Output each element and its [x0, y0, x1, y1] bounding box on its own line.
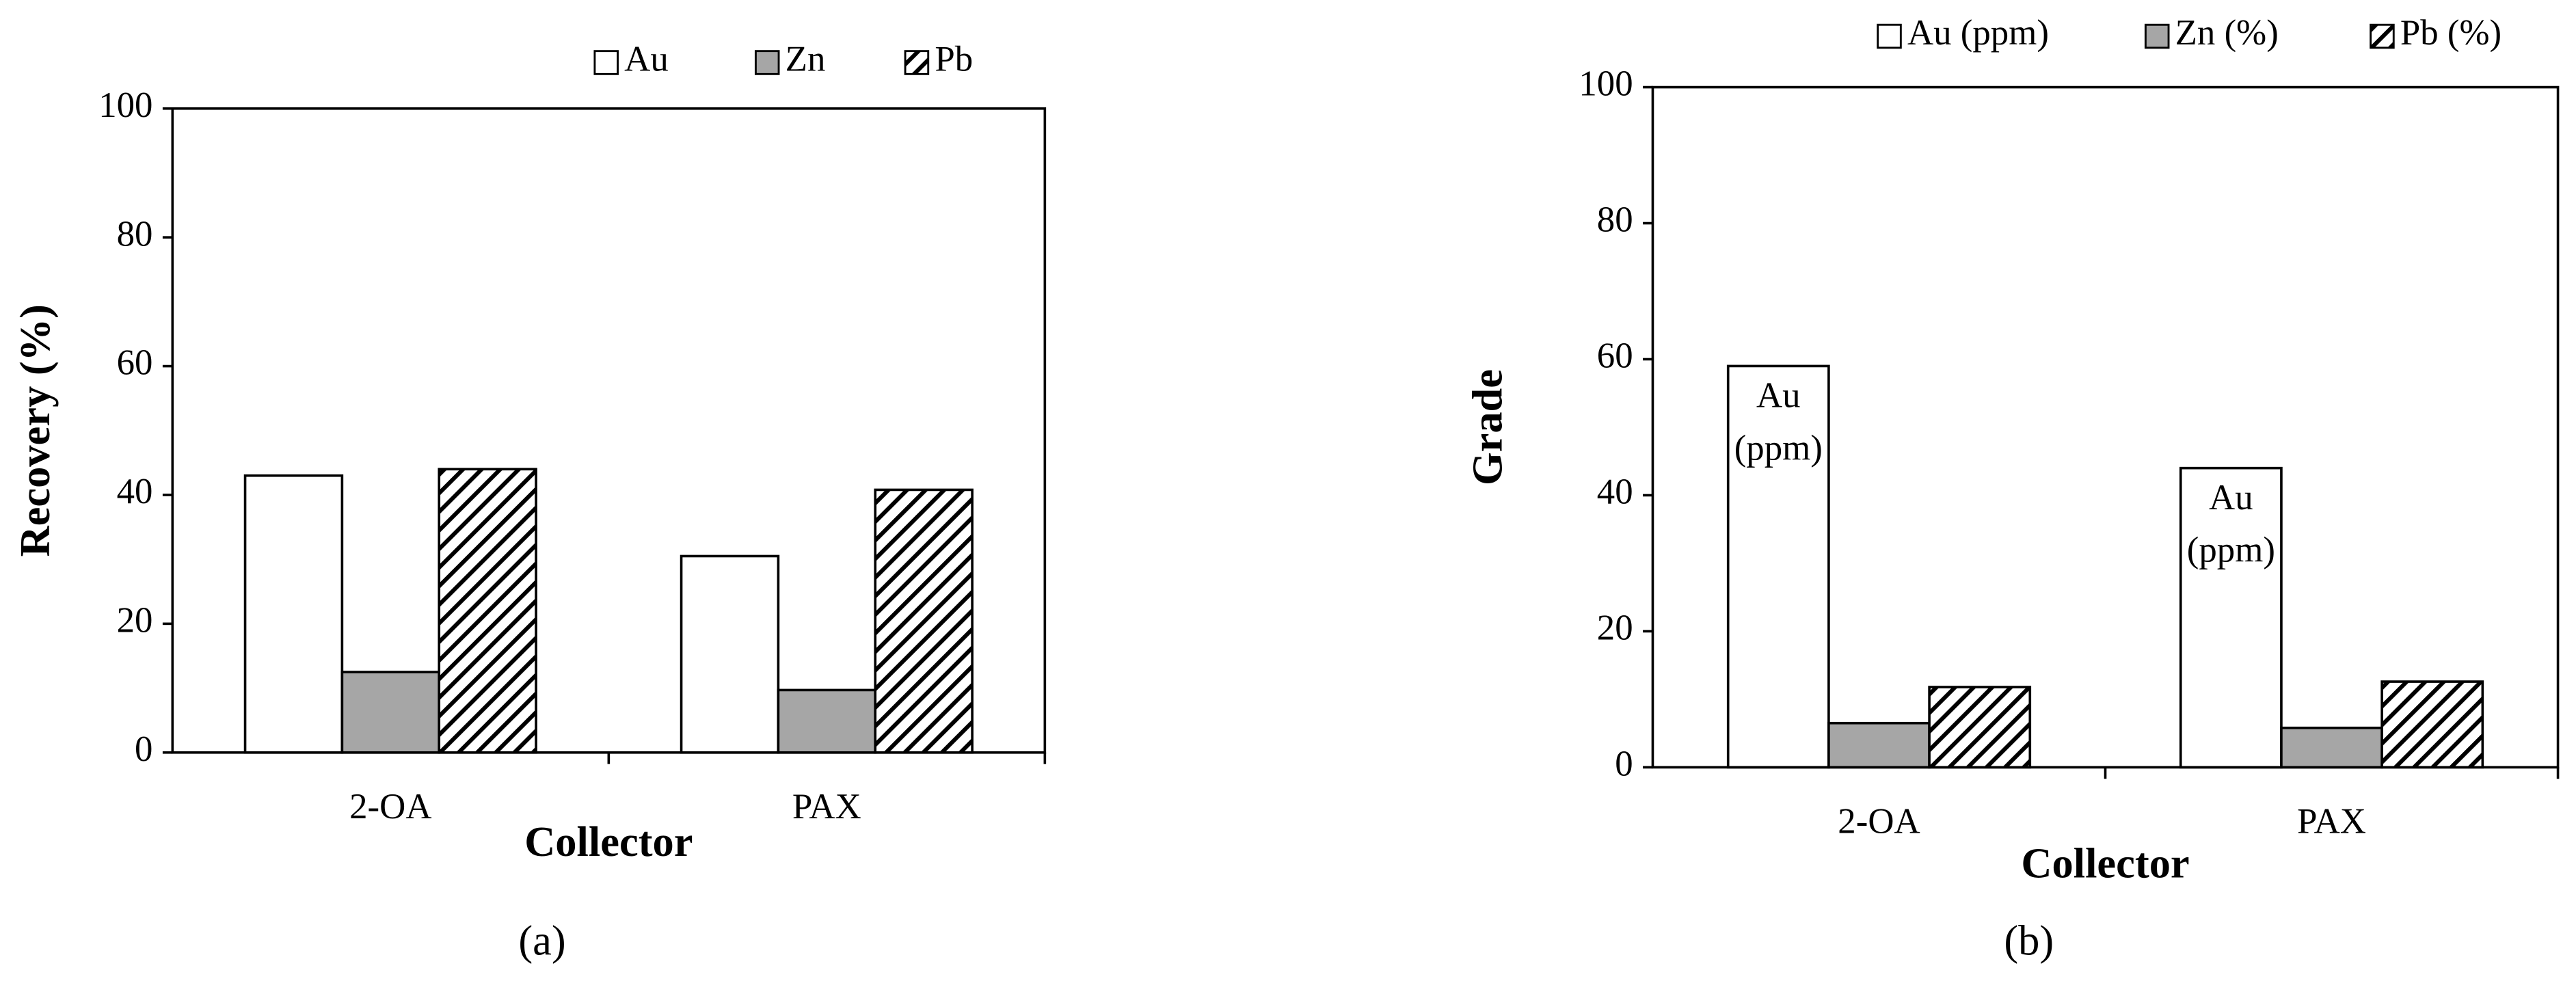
y-tick-label: 40: [1597, 472, 1633, 512]
bar: [2380, 680, 2484, 769]
y-tick-label: 80: [117, 214, 153, 254]
bar-annotation: Au: [2209, 478, 2253, 518]
legend-label: Zn (%): [2175, 13, 2279, 53]
legend-label: Au (ppm): [1907, 13, 2049, 53]
y-tick-label: 0: [1615, 744, 1633, 784]
legend-label: Pb: [935, 40, 973, 79]
x-tick-label: 2-OA: [1838, 802, 1920, 842]
panel-label: (a): [518, 916, 565, 964]
y-tick-label: 60: [1597, 336, 1633, 376]
bar: [2280, 726, 2383, 769]
y-tick-label: 100: [98, 85, 152, 125]
bar: [680, 554, 780, 754]
bar-annotation: (ppm): [1734, 429, 1823, 468]
bar: [1928, 686, 2032, 769]
x-tick-label: 2-OA: [349, 787, 431, 827]
legend-swatch: [2370, 23, 2395, 49]
x-tick-label: PAX: [792, 787, 861, 827]
legend-swatch: [754, 50, 780, 75]
y-axis-title: Recovery (%): [11, 304, 59, 556]
y-tick-label: 80: [1597, 200, 1633, 240]
y-tick-label: 20: [1597, 608, 1633, 648]
legend-label: Pb (%): [2400, 13, 2501, 53]
plot-area: [171, 107, 1047, 754]
bar-annotation: Au: [1756, 376, 1801, 416]
bar: [874, 488, 974, 754]
panel-label: (b): [2004, 916, 2054, 964]
bar: [2179, 466, 2283, 769]
bar: [243, 474, 344, 754]
bar: [777, 688, 877, 754]
legend-swatch: [2144, 23, 2170, 49]
bar: [438, 468, 537, 754]
legend-label: Au: [624, 40, 669, 79]
y-axis-title: Grade: [1463, 369, 1511, 485]
x-axis-title: Collector: [2021, 839, 2189, 887]
bar: [1827, 721, 1931, 769]
x-tick-label: PAX: [2297, 802, 2366, 842]
bar: [340, 671, 441, 754]
y-tick-label: 0: [135, 729, 152, 769]
legend-swatch: [593, 50, 619, 75]
y-tick-label: 20: [117, 601, 153, 641]
x-axis-title: Collector: [524, 818, 693, 865]
y-tick-label: 100: [1579, 64, 1633, 104]
legend-swatch: [904, 50, 930, 75]
bar: [1726, 364, 1830, 769]
bar-annotation: (ppm): [2187, 530, 2275, 570]
y-tick-label: 60: [117, 343, 153, 383]
legend-swatch: [1877, 23, 1902, 49]
plot-area: [1651, 85, 2560, 769]
legend-label: Zn: [786, 40, 826, 79]
y-tick-label: 40: [117, 472, 153, 511]
